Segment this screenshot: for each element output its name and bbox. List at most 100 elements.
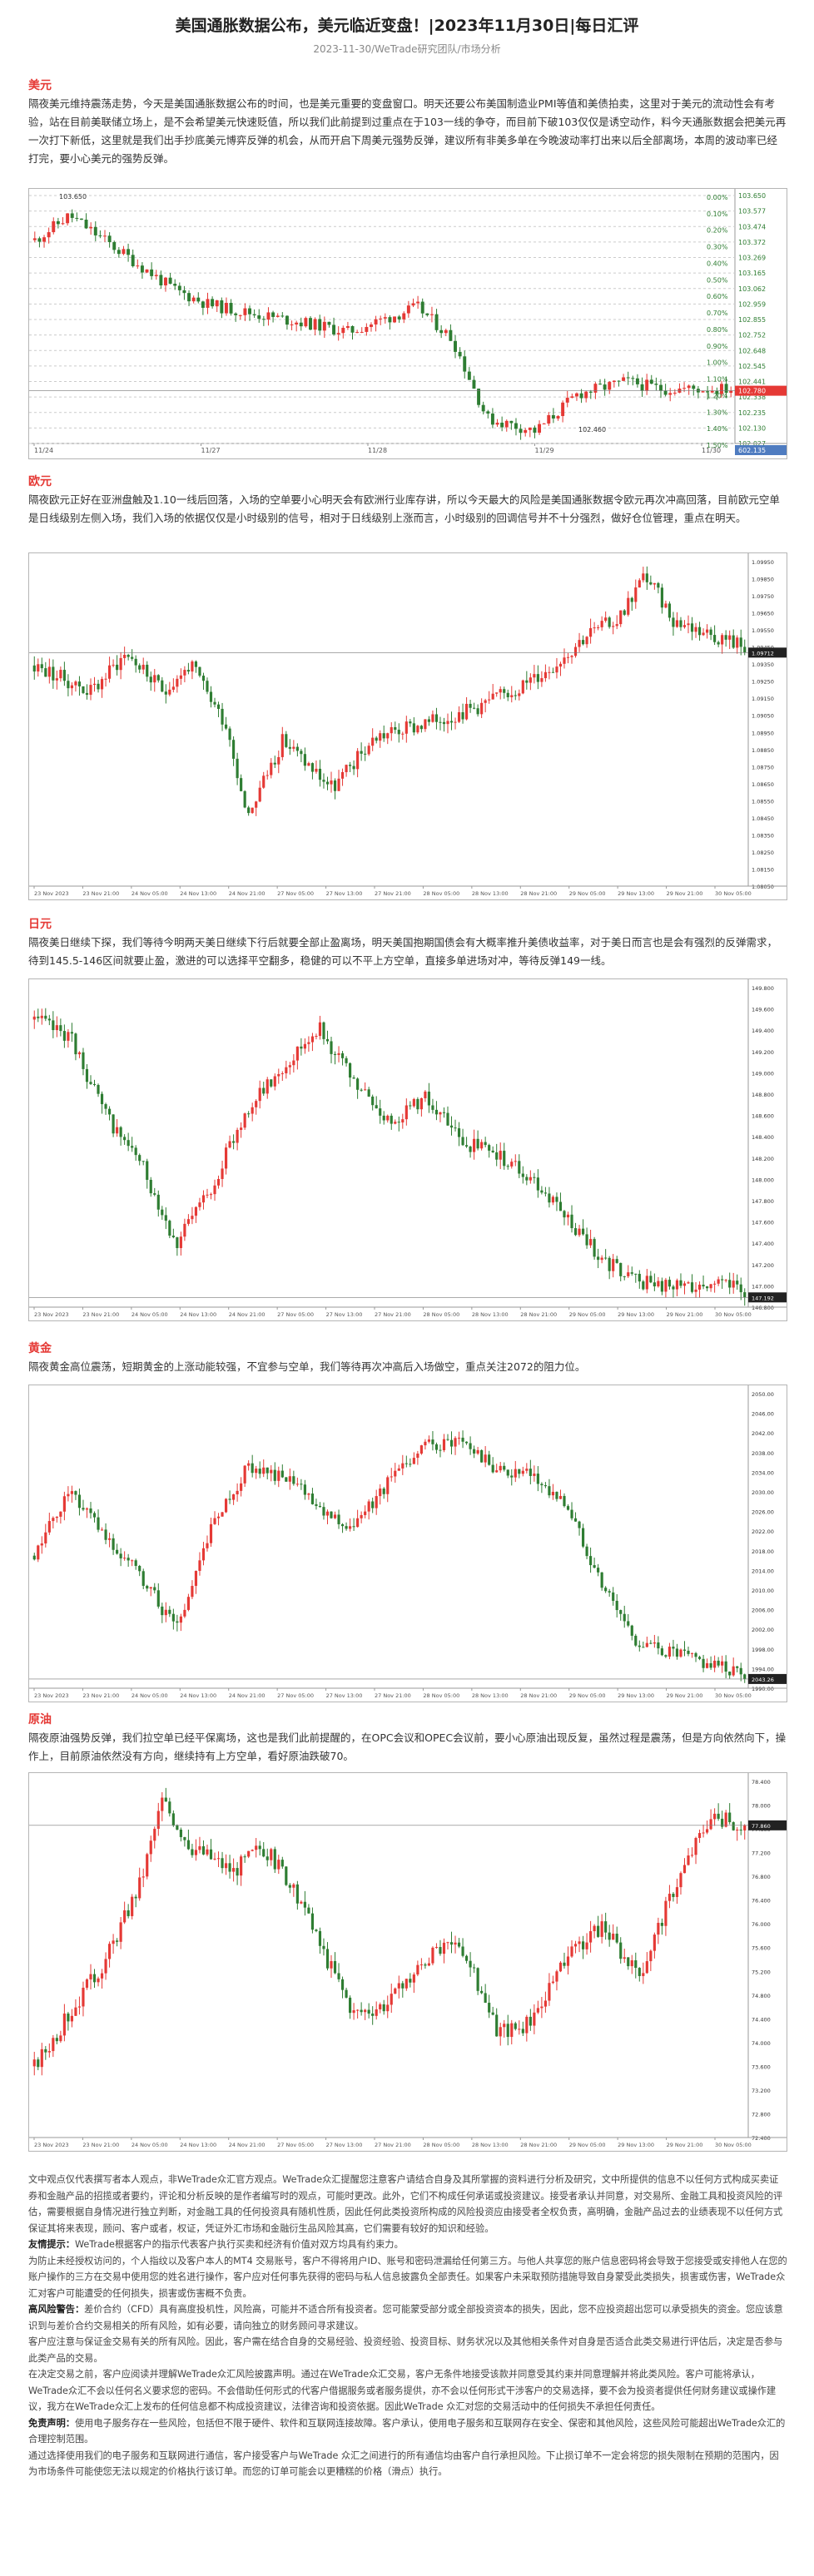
candle-body xyxy=(232,1141,236,1143)
candle-body xyxy=(322,1507,325,1516)
candle-body xyxy=(330,1960,333,1969)
price-axis: 2050.00 2046.00 2042.00 2038.00 2034.00 2030.… xyxy=(752,1391,774,1692)
candle-body xyxy=(386,2004,390,2012)
candle-body xyxy=(337,1973,340,1979)
time-tick-label: 29 Nov 21:00 xyxy=(667,1692,703,1699)
candle-body xyxy=(270,1079,273,1087)
candle-body xyxy=(285,315,289,325)
candle-body xyxy=(540,678,543,682)
candle-body xyxy=(292,1476,295,1484)
candle-body xyxy=(434,314,439,330)
price-tick-label: 102.752 xyxy=(738,332,766,339)
candle-body xyxy=(617,380,621,382)
candle-body xyxy=(262,775,266,788)
candle-body xyxy=(270,1849,273,1860)
candle-body xyxy=(442,1942,446,1954)
candle-body xyxy=(664,1900,668,1926)
candle-body xyxy=(574,393,578,397)
price-tick-label: 2022.00 xyxy=(752,1528,774,1535)
candle-body xyxy=(340,772,345,779)
candle-body xyxy=(285,1866,288,1885)
page-subtitle: 2023-11-30/WeTrade研究团队/市场分析 xyxy=(313,43,501,55)
candle-body xyxy=(67,1032,70,1041)
pct-tick-label: 0.50% xyxy=(707,276,728,284)
candle-body xyxy=(622,377,626,381)
candle-body xyxy=(134,658,137,666)
candle-body xyxy=(303,1901,306,1908)
price-tick-label: 1.09750 xyxy=(752,593,774,600)
candle-body xyxy=(570,1509,573,1518)
candle-body xyxy=(206,1194,209,1196)
candle-body xyxy=(379,1108,382,1116)
candle-body xyxy=(499,2027,502,2037)
pct-tick-label: 1.00% xyxy=(707,359,728,367)
candle-body xyxy=(206,299,210,308)
candle-body xyxy=(446,1112,449,1126)
candle-body xyxy=(97,1978,100,1983)
candle-body xyxy=(491,2012,494,2015)
candle-body xyxy=(220,300,224,314)
candle-body xyxy=(721,1661,724,1666)
price-tick-label: 149.200 xyxy=(752,1049,774,1056)
candle-body xyxy=(364,2009,367,2013)
candle-body xyxy=(318,1022,322,1037)
candle-body xyxy=(74,1491,77,1495)
candle-body xyxy=(288,1476,291,1482)
candle-body xyxy=(277,1860,280,1870)
candle-body xyxy=(107,1538,112,1540)
bottom-tag xyxy=(735,445,787,455)
candle-body xyxy=(213,1858,216,1860)
candle-body xyxy=(687,1282,690,1284)
candle-body xyxy=(673,392,677,394)
candle-body xyxy=(318,1930,322,1946)
candle-body xyxy=(186,1840,190,1850)
candle-body xyxy=(490,414,494,425)
candle-body xyxy=(416,301,420,304)
candle-body xyxy=(706,1286,709,1289)
time-tick-label: 29 Nov 21:00 xyxy=(667,1311,703,1318)
candle-body xyxy=(243,1465,246,1484)
candle-body xyxy=(307,1042,310,1044)
candle-body xyxy=(228,1863,231,1872)
candle-body xyxy=(533,674,536,678)
candle-body xyxy=(419,1097,423,1110)
candle-body xyxy=(131,656,134,659)
candle-body xyxy=(74,681,77,686)
candle-body xyxy=(295,322,299,324)
candle-body xyxy=(92,1083,97,1085)
candle-body xyxy=(191,297,196,302)
price-tick-label: 103.577 xyxy=(738,208,766,215)
candle-body xyxy=(488,2003,491,2013)
candle-body xyxy=(529,1469,532,1476)
price-tick-label: 1.08450 xyxy=(752,815,774,822)
price-tick-label: 147.200 xyxy=(752,1262,774,1269)
candle-body xyxy=(638,1274,641,1282)
candle-body xyxy=(360,751,363,754)
candle-body xyxy=(77,1494,82,1508)
candle-body xyxy=(627,1957,630,1967)
time-tick-label: 23 Nov 21:00 xyxy=(82,890,119,897)
candle-body xyxy=(325,1511,330,1516)
candle-body xyxy=(300,751,303,755)
candle-body xyxy=(521,680,524,694)
price-tick-label: 2014.00 xyxy=(752,1568,774,1574)
candle-body xyxy=(62,1496,66,1512)
candle-body xyxy=(134,1147,137,1156)
candle-body xyxy=(649,1950,653,1962)
candle-body xyxy=(634,1273,638,1275)
price-tick-label: 149.800 xyxy=(752,985,774,992)
candle-body xyxy=(424,1964,427,1966)
section-title-jpy: 日元 xyxy=(28,918,52,931)
candle-body xyxy=(59,1025,62,1032)
time-tick-label: 28 Nov 21:00 xyxy=(520,1311,557,1318)
candle-body xyxy=(168,1221,171,1236)
candle-body xyxy=(664,1280,668,1292)
candle-body xyxy=(573,1944,578,1947)
candle-body xyxy=(131,1560,134,1562)
candle-body xyxy=(70,1032,73,1034)
candle-body xyxy=(679,1649,682,1657)
price-tick-label: 148.400 xyxy=(752,1134,774,1141)
candle-body xyxy=(123,655,127,658)
candle-body xyxy=(664,603,668,608)
candle-body xyxy=(89,1082,92,1084)
